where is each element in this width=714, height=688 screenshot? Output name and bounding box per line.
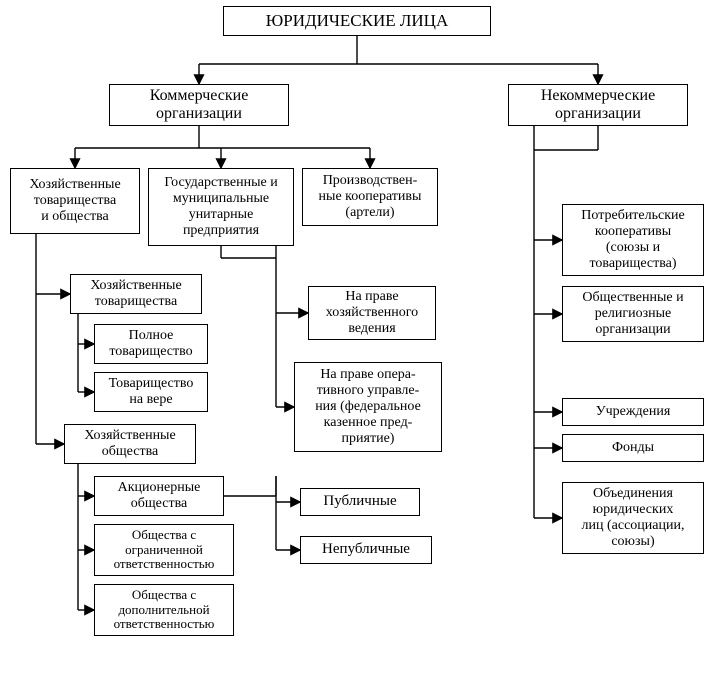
node-ho1: Акционерныеобщества	[94, 476, 224, 516]
node-pub: Публичные	[300, 488, 420, 516]
node-u2: На праве опера-тивного управле-ния (феде…	[294, 362, 442, 452]
node-noncomm: Некоммерческиеорганизации	[508, 84, 688, 126]
node-root: ЮРИДИЧЕСКИЕ ЛИЦА	[223, 6, 491, 36]
node-ho2: Общества сограниченнойответственностью	[94, 524, 234, 576]
node-n2: Общественные ирелигиозныеорганизации	[562, 286, 704, 342]
node-ht: Хозяйственныетоварищества	[70, 274, 202, 314]
node-npub: Непубличные	[300, 536, 432, 564]
node-n4: Фонды	[562, 434, 704, 462]
node-ho: Хозяйственныеобщества	[64, 424, 196, 464]
node-n5: Объединенияюридическихлиц (ассоциации,со…	[562, 482, 704, 554]
node-n3: Учреждения	[562, 398, 704, 426]
node-c3: Производствен-ные кооперативы(артели)	[302, 168, 438, 226]
node-ho3: Общества сдополнительнойответственностью	[94, 584, 234, 636]
node-comm: Коммерческиеорганизации	[109, 84, 289, 126]
node-ht2: Товариществона вере	[94, 372, 208, 412]
node-c1: Хозяйственныетовариществаи общества	[10, 168, 140, 234]
node-c2: Государственные имуниципальныеунитарныеп…	[148, 168, 294, 246]
node-u1: На правехозяйственноговедения	[308, 286, 436, 340]
node-ht1: Полноетоварищество	[94, 324, 208, 364]
node-n1: Потребительскиекооперативы(союзы итовари…	[562, 204, 704, 276]
